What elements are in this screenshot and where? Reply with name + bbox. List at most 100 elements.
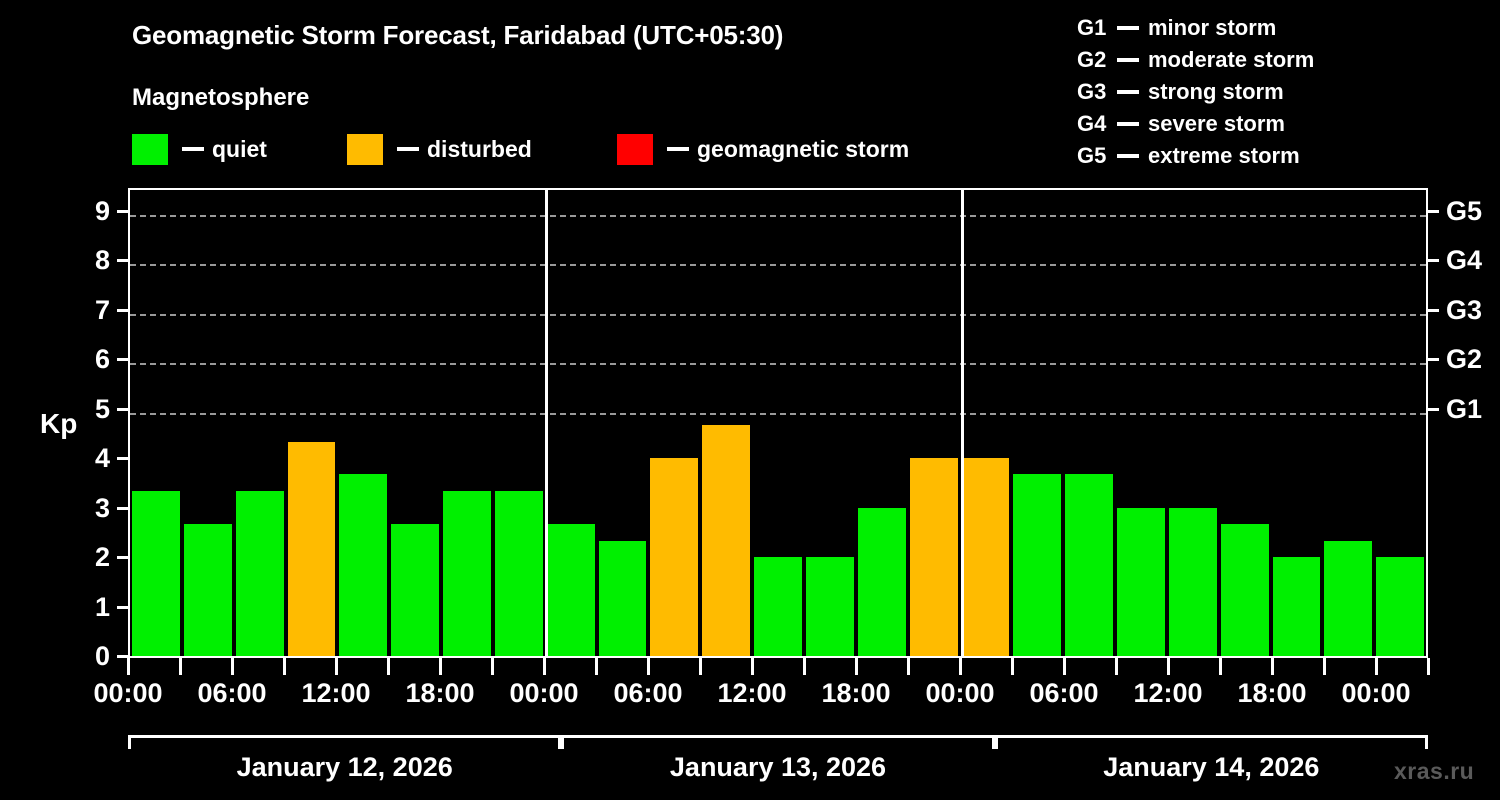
y-tick-mark <box>117 457 128 461</box>
y-tick-mark <box>117 605 128 609</box>
x-tick-mark <box>958 658 962 675</box>
bar-slot <box>182 190 234 656</box>
y-tick-mark <box>117 556 128 560</box>
gscale-label: extreme storm <box>1148 143 1300 168</box>
bar[interactable] <box>132 491 180 656</box>
bar[interactable] <box>1065 474 1114 656</box>
bar[interactable] <box>339 474 388 656</box>
bar[interactable] <box>183 523 232 656</box>
day-label: January 14, 2026 <box>1103 752 1320 782</box>
day-bands: January 12, 2026 January 13, 2026 January … <box>128 735 1428 795</box>
bar[interactable] <box>909 458 958 656</box>
day-band: January 12, 2026 <box>128 735 562 795</box>
bar[interactable] <box>754 557 802 656</box>
gscale-label: moderate storm <box>1148 47 1315 72</box>
gscale-code: G2 <box>1077 47 1107 72</box>
legend-swatch-geomagnetic-storm-icon <box>617 133 653 165</box>
gridline <box>130 264 1426 267</box>
bar[interactable] <box>805 557 854 656</box>
bar-slot <box>597 190 649 656</box>
gscale-legend: G1 minor storm G2 moderate storm G3 strong st… <box>1077 12 1314 172</box>
g-tick-mark <box>1428 358 1439 362</box>
bar-slot <box>1063 190 1115 656</box>
y-tick-mark <box>117 358 128 362</box>
g-tick-label: G2 <box>1446 344 1483 375</box>
bar-slot <box>441 190 493 656</box>
day-label: January 12, 2026 <box>236 752 453 782</box>
g-tick-mark <box>1428 308 1439 312</box>
gscale-legend-item-g3: G3 strong storm <box>1077 76 1314 108</box>
y-tick-label: 5 <box>94 393 110 424</box>
y-tick-mark <box>117 506 128 510</box>
y-tick-mark <box>117 209 128 213</box>
y-tick-mark <box>117 308 128 312</box>
bar-slot <box>389 190 441 656</box>
bar[interactable] <box>287 441 336 656</box>
bar[interactable] <box>443 491 491 656</box>
bar-slot <box>908 190 960 656</box>
x-tick-mark <box>1322 658 1326 675</box>
x-tick-mark <box>1062 658 1066 675</box>
bar[interactable] <box>961 458 1010 656</box>
bar-slot <box>856 190 908 656</box>
bar[interactable] <box>598 540 647 656</box>
x-tick-mark <box>646 658 650 675</box>
x-tick-mark <box>906 658 910 675</box>
x-tick-label: 00:00 <box>925 678 995 708</box>
bar[interactable] <box>650 458 699 656</box>
x-tick-label: 18:00 <box>405 678 475 708</box>
y-tick: 1 <box>95 593 128 621</box>
x-tick-mark <box>1166 658 1170 675</box>
gscale-legend-item-g2: G2 moderate storm <box>1077 44 1314 76</box>
legend-item-label: quiet <box>212 135 267 162</box>
gscale-dash-icon <box>1117 58 1139 62</box>
bar-slot <box>337 190 389 656</box>
y-tick-mark <box>117 259 128 263</box>
bar[interactable] <box>1324 540 1373 656</box>
bar[interactable] <box>1220 523 1269 656</box>
x-tick-label: 06:00 <box>1029 678 1099 708</box>
gscale-legend-item-g1: G1 minor storm <box>1077 12 1314 44</box>
legend-swatch-quiet-icon <box>132 133 168 165</box>
bar[interactable] <box>391 523 440 656</box>
bar[interactable] <box>546 523 595 656</box>
bar-slot <box>493 190 545 656</box>
day-separator <box>960 190 964 656</box>
bar[interactable] <box>235 491 284 656</box>
x-tick-mark <box>1374 658 1378 675</box>
bar-slot <box>1115 190 1167 656</box>
x-tick-mark <box>438 658 442 675</box>
bar[interactable] <box>494 491 543 656</box>
x-tick-label: 12:00 <box>1133 678 1203 708</box>
bar[interactable] <box>1117 507 1165 656</box>
x-tick-mark <box>542 658 546 675</box>
bar[interactable] <box>857 507 906 656</box>
gscale-legend-item-g5: G5 extreme storm <box>1077 140 1314 172</box>
legend-dash-icon <box>397 147 419 151</box>
bar-slot <box>1271 190 1323 656</box>
y-tick-mark <box>117 407 128 411</box>
bar[interactable] <box>1168 507 1217 656</box>
gridline <box>130 214 1426 217</box>
bar[interactable] <box>1272 557 1321 656</box>
bar-slot <box>960 190 1012 656</box>
legend-swatch-disturbed-icon <box>347 133 383 165</box>
x-tick-mark <box>1426 658 1430 675</box>
g-tick: G3 <box>1428 294 1483 325</box>
x-tick-mark <box>594 658 598 675</box>
bar[interactable] <box>1013 474 1062 656</box>
x-tick-mark <box>178 658 182 675</box>
bar[interactable] <box>702 424 751 656</box>
bar-slot <box>752 190 804 656</box>
bar-slot <box>234 190 286 656</box>
day-bracket <box>994 735 1428 749</box>
bar[interactable] <box>1376 557 1425 656</box>
day-band: January 13, 2026 <box>561 735 995 795</box>
g-tick-label: G3 <box>1446 294 1483 325</box>
x-tick-mark <box>1270 658 1274 675</box>
plot-inner <box>130 190 1426 656</box>
legend-item-label: geomagnetic storm <box>697 135 910 162</box>
x-tick-mark <box>750 658 754 675</box>
y-tick-label: 7 <box>94 294 110 325</box>
